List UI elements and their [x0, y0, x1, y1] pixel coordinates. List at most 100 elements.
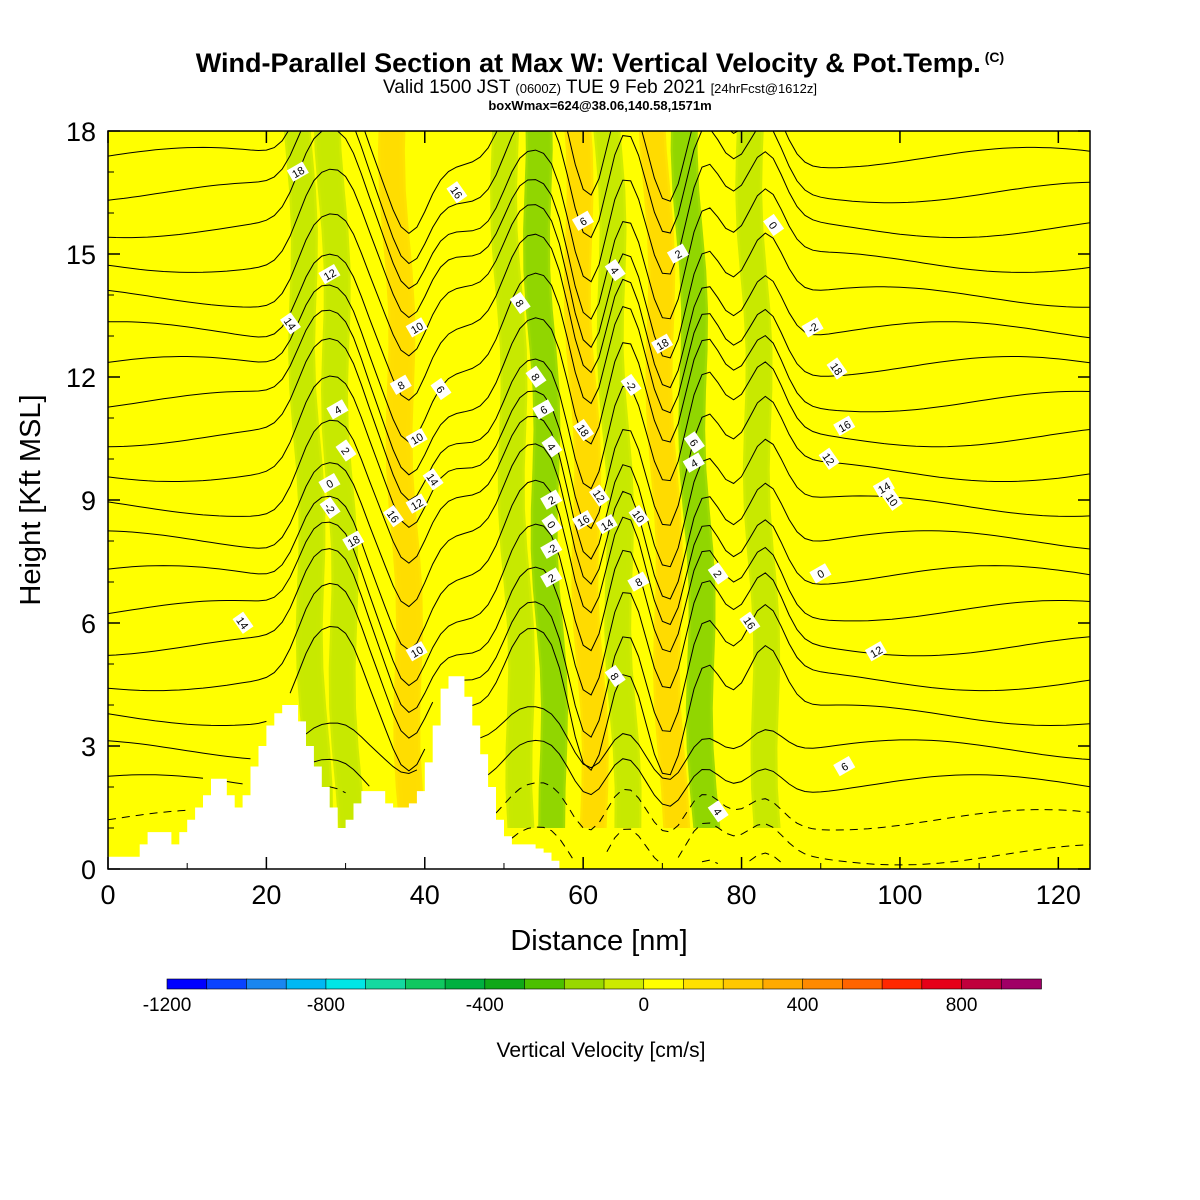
contour-label-box	[541, 435, 563, 458]
colorbar-swatch	[921, 978, 963, 990]
contour-label-text: 6	[538, 404, 549, 417]
contour-label-box	[342, 530, 365, 551]
x-tick-label: 20	[251, 880, 281, 910]
theta-contour	[108, 131, 1090, 235]
theta-contour	[108, 521, 1090, 687]
velocity-band	[563, 131, 609, 828]
colorbar-swatch	[802, 978, 844, 990]
contour-label: 18	[286, 161, 309, 182]
y-tick-label: 0	[81, 855, 96, 885]
contour-label-text: 4	[607, 265, 620, 277]
colorbar-tick-label: -400	[466, 995, 504, 1016]
contour-label-text: 6	[839, 761, 850, 774]
colorbar-swatch	[285, 978, 327, 990]
contour-label-box	[326, 399, 349, 420]
contour-label: 6	[532, 399, 555, 420]
contour-label: 8	[509, 291, 531, 315]
contour-label-text: 6	[578, 215, 589, 228]
contour-label-box	[573, 418, 595, 442]
contour-label-box	[540, 538, 563, 559]
contour-label: 18	[573, 418, 595, 442]
contour-label-box	[318, 263, 341, 285]
copyright-mark: (C)	[984, 49, 1005, 65]
contour-label-text: 2	[673, 248, 684, 261]
contour-label: 10	[405, 641, 428, 662]
colorbar-swatch	[603, 978, 645, 990]
contour-label: 12	[318, 263, 341, 285]
theta-contour	[108, 443, 1090, 608]
contour-label-text: 2	[546, 494, 557, 507]
contour-label: 14	[595, 514, 618, 535]
contour-label-box	[818, 447, 840, 470]
colorbar-swatch	[842, 978, 883, 990]
contour-label-text: 16	[575, 513, 592, 530]
contour-label-text: 12	[819, 451, 836, 468]
valid-date: TUE 9 Feb 2021	[565, 77, 706, 98]
contour-label: 10	[881, 488, 903, 511]
contour-label: 16	[571, 509, 594, 531]
contour-label-text: 2	[546, 572, 557, 585]
x-axis-label: Distance [nm]	[510, 925, 687, 957]
contour-label-box	[707, 562, 729, 585]
contour-label: 12	[864, 641, 887, 662]
contour-label-text: 16	[384, 509, 401, 526]
contour-label-box	[280, 312, 301, 335]
contour-label-text: 10	[409, 320, 426, 337]
theta-contour	[108, 548, 1090, 714]
contour-label-text: 4	[689, 457, 700, 470]
contour-label-box	[682, 452, 705, 473]
title-block: Wind-Parallel Section at Max W: Vertical…	[0, 42, 1200, 113]
contour-label: 0	[318, 473, 341, 494]
contour-label-box	[801, 317, 824, 338]
box-info: boxWmax=624@38.06,140.58,1571m	[488, 98, 712, 113]
contour-label-text: 8	[607, 671, 620, 683]
contour-label: 12	[405, 493, 428, 514]
contour-label-text: 14	[599, 517, 616, 534]
contour-label-text: 16	[837, 419, 854, 436]
velocity-band	[283, 131, 334, 828]
contour-label-box	[540, 489, 563, 510]
contour-label-box	[833, 755, 856, 777]
contour-label-text: 14	[423, 472, 440, 489]
contour-label-box	[588, 484, 610, 507]
colorbar-swatch	[524, 978, 566, 990]
contour-label-text: 10	[883, 492, 900, 509]
colorbar-swatch	[246, 978, 287, 990]
contour-label-box	[809, 563, 832, 584]
contour-label-box	[540, 567, 563, 588]
contour-label-box	[707, 800, 729, 823]
contour-label-text: 2	[338, 445, 351, 457]
chart-title-line: Wind-Parallel Section at Max W: Vertical…	[0, 42, 1200, 78]
colorbar-swatch	[166, 978, 208, 990]
contour-label: 8	[604, 664, 626, 688]
y-axis: 0 3 6 9 12 15 18	[66, 117, 1090, 885]
velocity-band	[735, 131, 781, 828]
contour-label-box	[405, 641, 428, 662]
velocity-band	[490, 131, 536, 828]
contour-label-text: 12	[868, 644, 885, 661]
contour-label-text: 8	[633, 576, 644, 589]
theta-contour	[108, 272, 1090, 443]
contour-label-box	[826, 357, 848, 380]
theta-contour	[511, 822, 1090, 866]
contour-label: 16	[833, 415, 856, 436]
contour-label-box	[595, 514, 618, 535]
theta-contour	[108, 337, 1090, 502]
contour-label: 0	[809, 563, 832, 584]
contour-label: 2	[540, 567, 563, 588]
contour-label-box	[405, 317, 428, 338]
colorbar-swatch	[206, 978, 248, 990]
contour-label-box	[571, 210, 594, 231]
colorbar-swatch	[881, 978, 923, 990]
theta-contour	[108, 131, 1090, 265]
contour-label-text: 18	[574, 422, 591, 439]
contour-label-box	[628, 505, 650, 528]
theta-contour	[108, 375, 1090, 530]
colorbar: -1200 -800 -400 0 400 800	[143, 978, 1042, 1016]
contour-label-box	[405, 427, 428, 449]
terrain-profile	[108, 676, 560, 869]
contour-label: -2	[540, 538, 563, 559]
colorbar-swatch	[961, 978, 1003, 990]
colorbar-swatch	[643, 978, 685, 990]
contour-label-text: 12	[409, 497, 426, 514]
